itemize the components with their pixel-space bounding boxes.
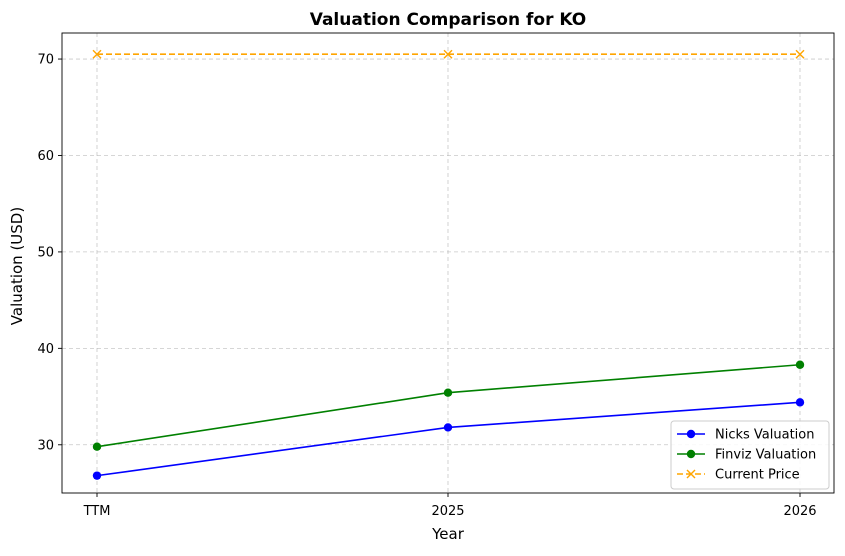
data-point xyxy=(795,398,805,407)
x-tick-label: 2025 xyxy=(431,504,464,519)
series-finviz-valuation xyxy=(92,360,805,451)
x-axis-label: Year xyxy=(431,525,465,543)
data-point xyxy=(92,471,102,480)
legend-label: Current Price xyxy=(715,468,800,483)
series-current-price xyxy=(92,49,805,59)
legend-label: Finviz Valuation xyxy=(715,448,816,463)
data-point xyxy=(443,49,453,59)
y-tick-label: 40 xyxy=(37,342,54,357)
data-point xyxy=(92,49,102,59)
data-point xyxy=(92,442,102,451)
axes-layer: 30 40 50 60 70 TTM 2025 2026 xyxy=(37,32,835,519)
series-nicks-valuation xyxy=(92,398,805,480)
chart-title: Valuation Comparison for KO xyxy=(310,10,587,30)
x-tick-label: 2026 xyxy=(783,504,816,519)
legend: Nicks Valuation Finviz Valuation Current P… xyxy=(670,420,830,490)
legend-marker xyxy=(686,449,696,459)
legend-item: Finviz Valuation xyxy=(677,448,816,463)
legend-box xyxy=(670,420,830,490)
legend-item: Current Price xyxy=(677,468,800,483)
y-tick-label: 60 xyxy=(37,149,54,164)
data-point xyxy=(443,388,453,397)
x-tick-label: TTM xyxy=(83,504,111,519)
legend-marker xyxy=(686,469,696,479)
data-point xyxy=(795,360,805,369)
grid-lines xyxy=(62,33,834,493)
y-tick-label: 50 xyxy=(37,245,54,260)
legend-label: Nicks Valuation xyxy=(715,428,815,443)
y-tick-label: 70 xyxy=(37,53,54,68)
data-point xyxy=(443,423,453,432)
y-tick-label: 30 xyxy=(37,438,54,453)
y-axis-label: Valuation (USD) xyxy=(8,207,26,325)
series-layer xyxy=(92,49,805,480)
legend-marker xyxy=(686,429,696,439)
legend-item: Nicks Valuation xyxy=(677,428,815,443)
data-point xyxy=(795,49,805,59)
